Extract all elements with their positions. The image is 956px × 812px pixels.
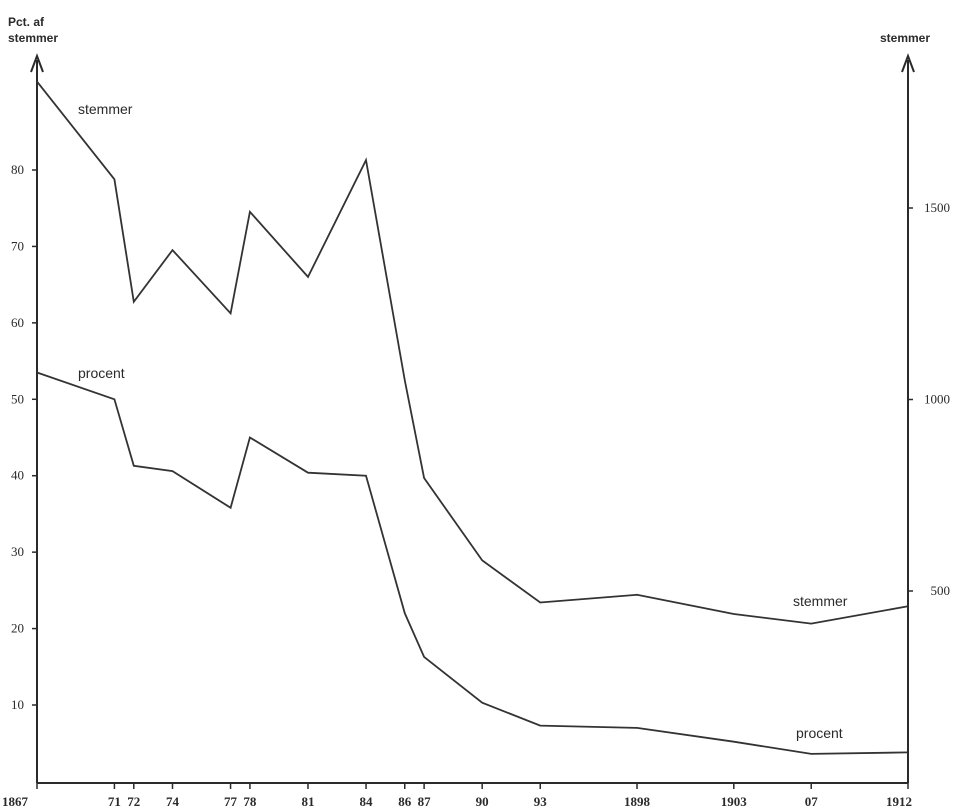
x-tick-label: 72 (127, 794, 140, 809)
x-tick-label: 77 (224, 794, 238, 809)
series-line-procent (36, 371, 909, 755)
right-axis-ticks: 500 1000 1500 (908, 200, 950, 598)
left-axis-title-line1: Pct. af (8, 15, 45, 29)
x-tick-label: 1903 (721, 794, 748, 809)
x-tick-label: 90 (476, 794, 489, 809)
axes (30, 53, 915, 784)
x-tick-label: 1867 (2, 794, 29, 809)
left-tick-label: 20 (11, 621, 24, 636)
x-tick-label: 71 (108, 794, 121, 809)
x-axis-ticks: 1867 71 72 74 77 78 81 84 86 87 90 93 1898 1903 07 1912 (2, 783, 912, 809)
x-tick-label: 1912 (886, 794, 912, 809)
series-line-stemmer (36, 81, 909, 625)
left-tick-label: 10 (11, 697, 24, 712)
left-axis-title-line2: stemmer (8, 31, 58, 45)
series-label-stemmer-top: stemmer (78, 101, 133, 117)
series-label-procent-bottom: procent (796, 725, 843, 741)
right-tick-label: 1500 (924, 200, 950, 215)
x-tick-label: 93 (534, 794, 548, 809)
series-label-stemmer-bottom: stemmer (793, 593, 848, 609)
right-axis-title: stemmer (880, 31, 930, 45)
left-tick-label: 70 (11, 238, 24, 253)
left-tick-label: 30 (11, 544, 24, 559)
x-tick-label: 87 (418, 794, 432, 809)
right-tick-label: 1000 (924, 392, 950, 407)
x-tick-label: 74 (166, 794, 180, 809)
x-tick-label: 86 (398, 794, 412, 809)
x-tick-label: 84 (360, 794, 374, 809)
right-tick-label: 500 (931, 583, 951, 598)
left-axis-ticks: 10 20 30 40 50 60 70 80 (11, 162, 37, 712)
x-tick-label: 1898 (624, 794, 651, 809)
x-tick-label: 78 (243, 794, 257, 809)
left-axis-arrow-icon (30, 53, 44, 73)
left-tick-label: 80 (11, 162, 24, 177)
left-tick-label: 60 (11, 315, 24, 330)
series-lines (36, 81, 909, 755)
x-tick-label: 81 (301, 794, 314, 809)
left-tick-label: 40 (11, 468, 24, 483)
x-tick-label: 07 (805, 794, 819, 809)
left-tick-label: 50 (11, 391, 24, 406)
right-axis-arrow-icon (901, 53, 915, 73)
series-label-procent-top: procent (78, 365, 125, 381)
